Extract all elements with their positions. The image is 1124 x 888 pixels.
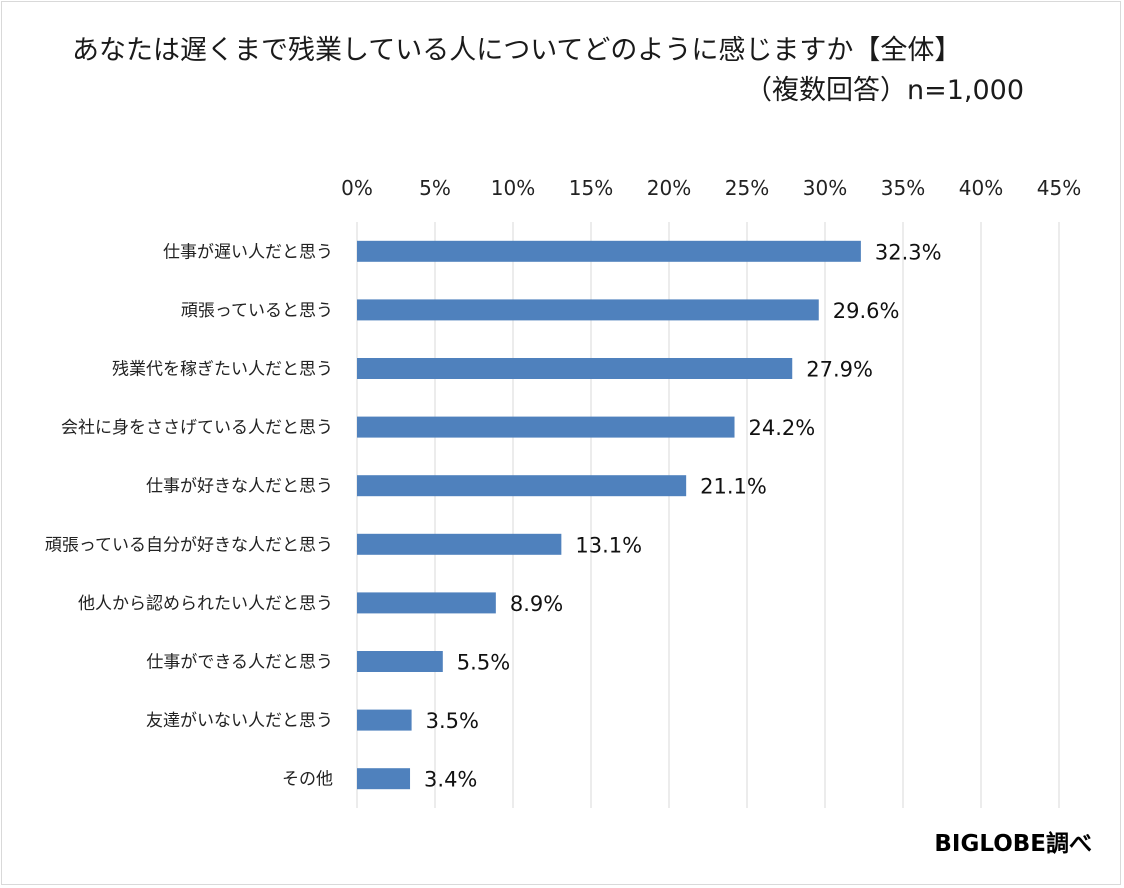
source-label: BIGLOBE調べ: [934, 831, 1092, 857]
x-tick-label: 10%: [491, 176, 535, 200]
bar: [357, 358, 793, 379]
x-tick-label: 5%: [419, 176, 451, 200]
x-tick-label: 40%: [959, 176, 1003, 200]
x-axis-ticks: 0% 5% 10% 15% 20% 25% 30% 35% 40% 45%: [341, 176, 1081, 200]
data-label: 8.9%: [510, 592, 563, 616]
category-label: 仕事が好きな人だと思う: [146, 477, 333, 497]
x-tick-label: 30%: [803, 176, 847, 200]
data-label: 29.6%: [833, 299, 900, 323]
bar: [357, 592, 496, 614]
category-label: その他: [282, 770, 333, 790]
bar: [357, 416, 735, 438]
bar: [357, 768, 411, 790]
category-label: 仕事が遅い人だと思う: [163, 242, 333, 262]
chart-title: あなたは遅くまで残業している人についてどのように感じますか【全体】: [72, 35, 962, 66]
category-label: 会社に身をささげている人だと思う: [61, 418, 333, 438]
data-label: 32.3%: [875, 240, 942, 264]
x-tick-label: 15%: [569, 176, 613, 200]
x-tick-label: 0%: [341, 176, 373, 200]
x-tick-label: 25%: [725, 176, 769, 200]
data-label: 13.1%: [575, 533, 642, 557]
category-label: 他人から認められたい人だと思う: [78, 594, 333, 614]
data-label: 3.4%: [424, 768, 477, 792]
bar: [357, 240, 861, 262]
bar: [357, 651, 443, 672]
data-labels: 32.3% 29.6% 27.9% 24.2% 21.1% 13.1% 8.9% 5.5% 3.…: [424, 240, 942, 791]
bar: [357, 709, 412, 731]
x-tick-label: 45%: [1037, 176, 1081, 200]
x-tick-label: 20%: [647, 176, 691, 200]
chart-subtitle: （複数回答）n=1,000: [744, 75, 1024, 106]
data-label: 3.5%: [426, 709, 479, 733]
bar: [357, 533, 562, 555]
bar: [357, 299, 819, 321]
category-label: 友達がいない人だと思う: [146, 711, 333, 731]
category-label: 頑張っていると思う: [181, 301, 333, 321]
bars: [357, 240, 861, 790]
data-label: 27.9%: [806, 358, 873, 382]
category-labels: 仕事が遅い人だと思う頑張っていると思う残業代を稼ぎたい人だと思う会社に身をささげ…: [45, 242, 333, 789]
category-label: 仕事ができる人だと思う: [146, 653, 333, 673]
data-label: 21.1%: [700, 475, 767, 499]
bar: [357, 475, 687, 497]
x-tick-label: 35%: [881, 176, 925, 200]
category-label: 頑張っている自分が好きな人だと思う: [45, 535, 333, 555]
data-label: 5.5%: [457, 651, 510, 675]
data-label: 24.2%: [749, 416, 816, 440]
category-label: 残業代を稼ぎたい人だと思う: [112, 360, 333, 380]
